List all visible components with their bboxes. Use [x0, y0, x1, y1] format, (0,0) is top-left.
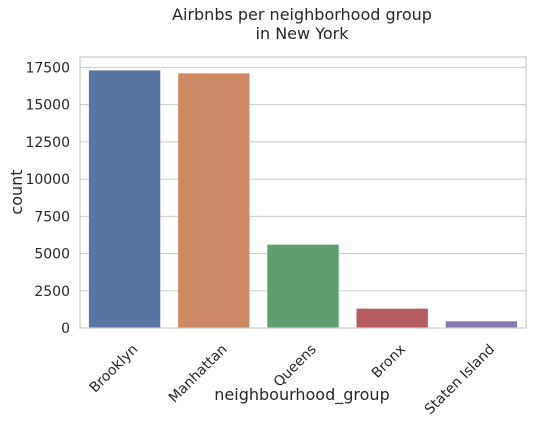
chart-title-line-1: Airbnbs per neighborhood group	[172, 5, 432, 24]
y-tick-label: 5000	[34, 247, 70, 263]
x-axis-label: neighbourhood_group	[214, 385, 389, 405]
y-tick-label: 10000	[25, 172, 70, 188]
y-tick-label: 12500	[25, 135, 70, 151]
bar-queens	[267, 244, 339, 328]
bar-brooklyn	[88, 70, 161, 329]
x-tick-labels: Brooklyn Manhattan Queens Bronx Staten Islan…	[87, 341, 498, 417]
x-tick-label: Staten Island	[422, 341, 498, 417]
bar-staten-island	[445, 321, 518, 328]
y-tick-labels: 0 2500 5000 7500 10000 12500 15000 17500	[25, 60, 70, 337]
bar-manhattan	[178, 73, 250, 328]
y-tick-label: 15000	[25, 98, 70, 114]
x-tick-label: Queens	[271, 341, 320, 390]
y-tick-label: 17500	[25, 60, 70, 76]
bar-bronx	[356, 308, 428, 328]
y-tick-label: 7500	[34, 209, 70, 225]
y-axis-label: count	[7, 169, 26, 214]
chart-title-line-2: in New York	[256, 24, 350, 43]
bars	[88, 70, 518, 329]
y-tick-label: 0	[61, 321, 70, 337]
x-tick-label: Bronx	[369, 341, 409, 381]
x-tick-label: Brooklyn	[87, 341, 142, 396]
plot-frame	[79, 56, 527, 329]
y-tick-label: 2500	[34, 284, 70, 300]
